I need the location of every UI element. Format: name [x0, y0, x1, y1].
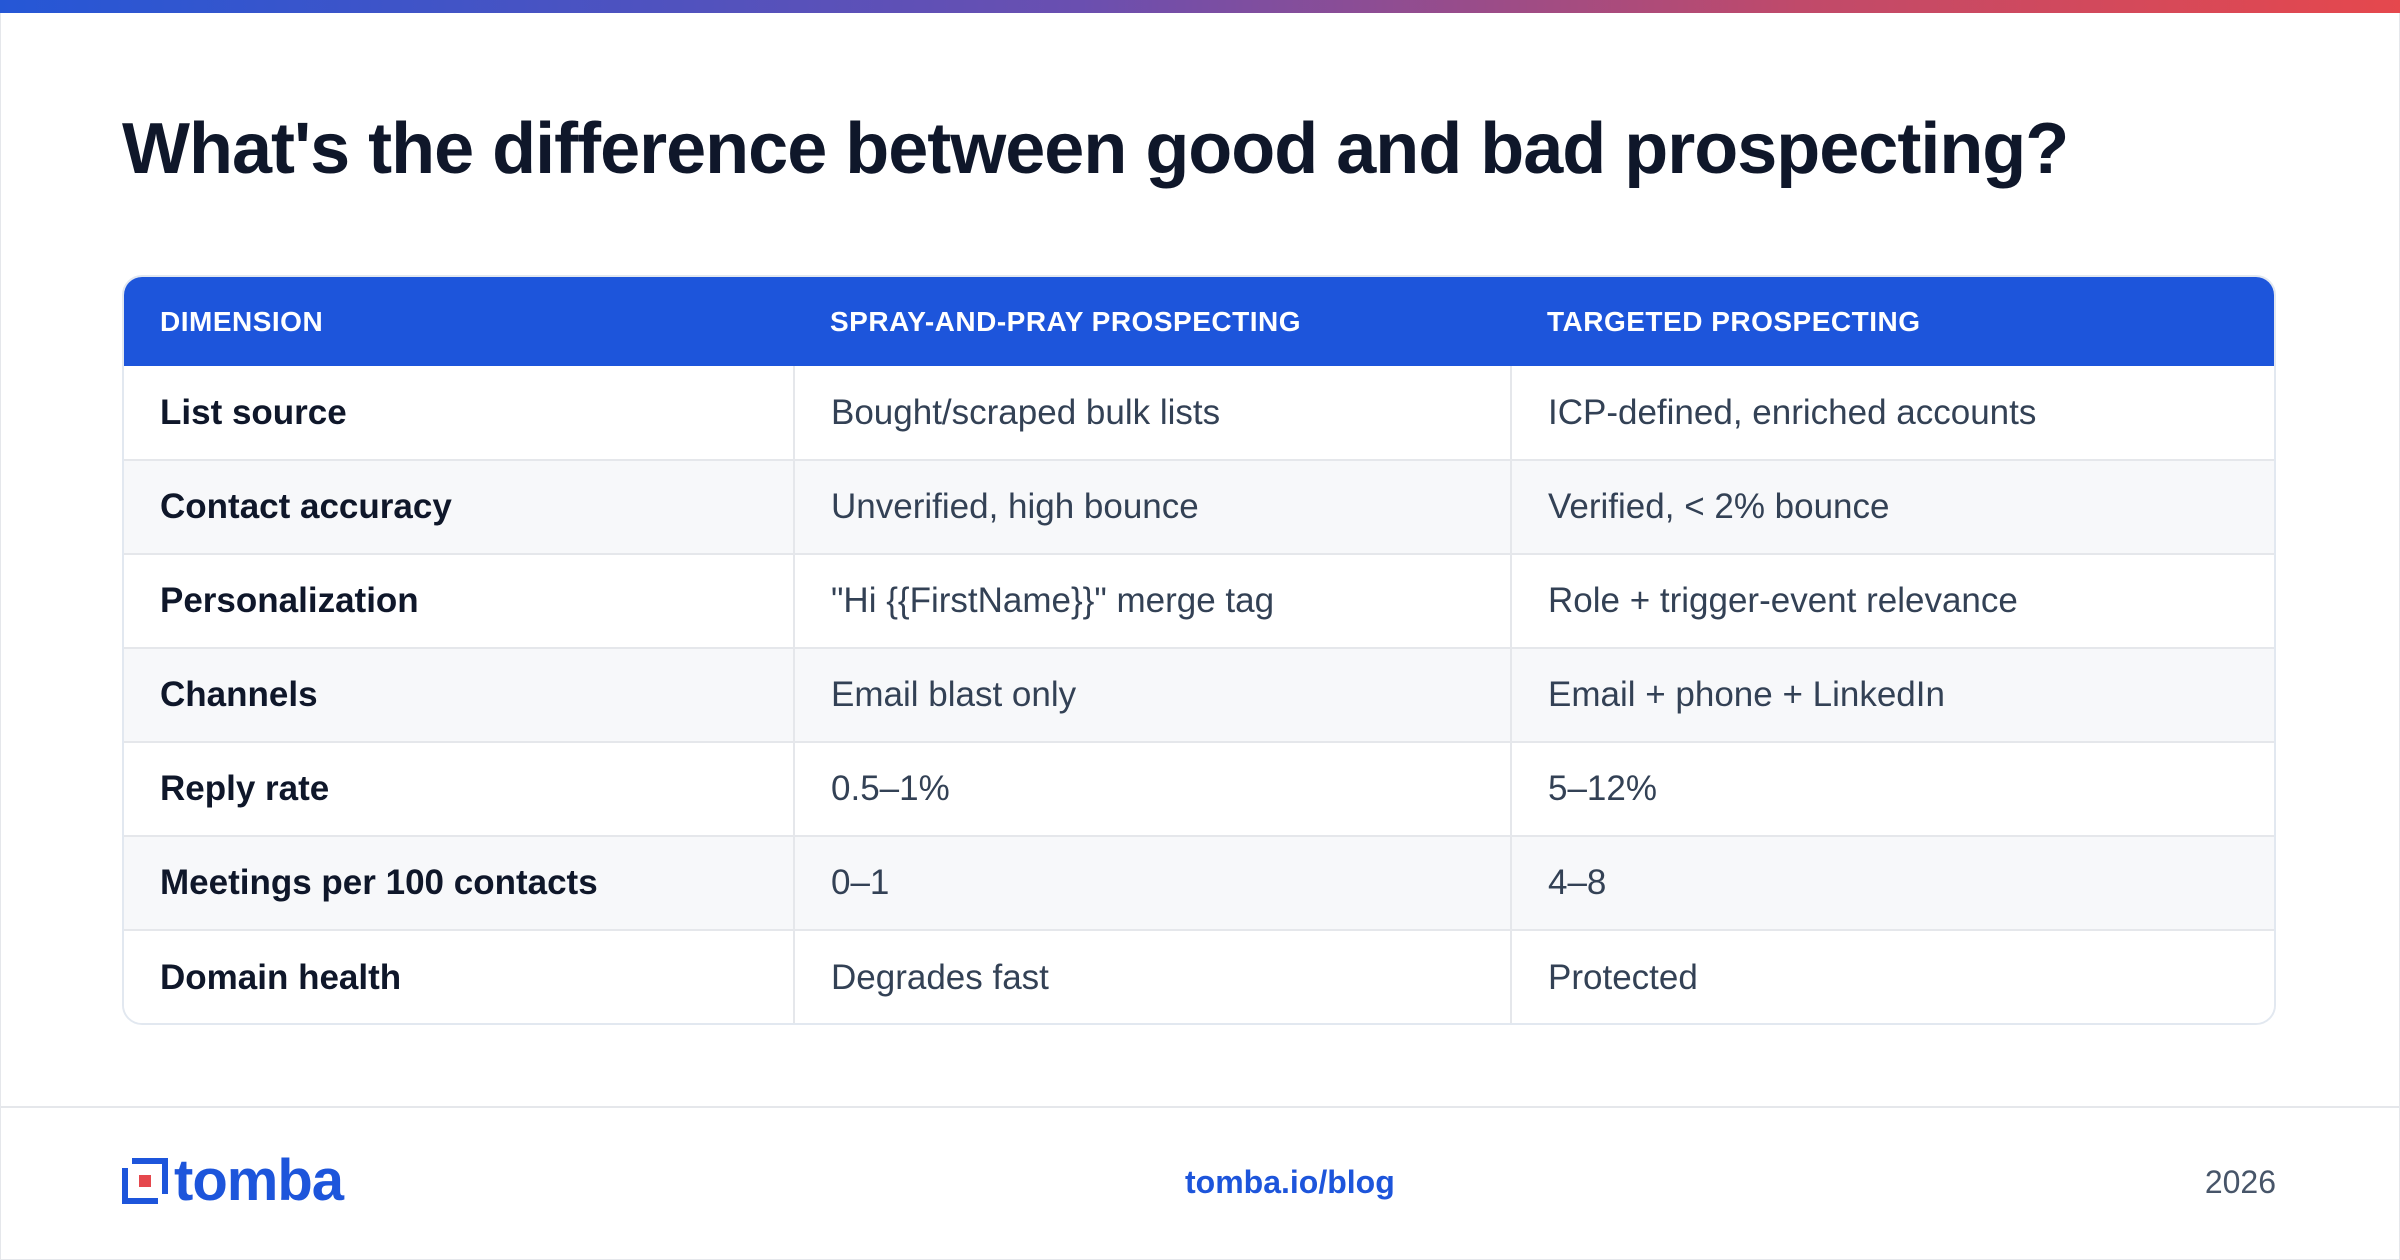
row-targeted-value: Role + trigger-event relevance: [1510, 553, 2274, 648]
row-targeted-value: Protected: [1510, 929, 2274, 1023]
page-title: What's the difference between good and b…: [122, 109, 2069, 189]
table-header-row: DIMENSION SPRAY-AND-PRAY PROSPECTING TAR…: [124, 277, 2274, 366]
row-dimension: Reply rate: [124, 741, 794, 836]
table-row: List source Bought/scraped bulk lists IC…: [124, 366, 2274, 460]
table-row: Contact accuracy Unverified, high bounce…: [124, 459, 2274, 554]
row-spray-value: Bought/scraped bulk lists: [793, 366, 1511, 460]
row-spray-value: Email blast only: [793, 647, 1511, 742]
row-spray-value: Degrades fast: [793, 929, 1511, 1023]
header-targeted: TARGETED PROSPECTING: [1547, 305, 1921, 337]
row-targeted-value: Verified, < 2% bounce: [1510, 459, 2274, 554]
header-dimension: DIMENSION: [160, 305, 324, 337]
row-targeted-value: ICP-defined, enriched accounts: [1510, 366, 2274, 460]
blog-link[interactable]: tomba.io/blog: [1185, 1164, 1395, 1200]
row-spray-value: 0–1: [793, 835, 1511, 930]
row-spray-value: 0.5–1%: [793, 741, 1511, 836]
row-spray-value: Unverified, high bounce: [793, 459, 1511, 554]
footer-divider: [0, 1106, 2400, 1108]
table-row: Domain health Degrades fast Protected: [124, 929, 2274, 1023]
table-row: Personalization "Hi {{FirstName}}" merge…: [124, 553, 2274, 648]
logo-wordmark: tomba: [174, 1148, 344, 1213]
table-row: Reply rate 0.5–1% 5–12%: [124, 741, 2274, 836]
table-row: Meetings per 100 contacts 0–1 4–8: [124, 835, 2274, 930]
row-dimension: Personalization: [124, 553, 794, 648]
row-dimension: Contact accuracy: [124, 459, 794, 554]
row-spray-value: "Hi {{FirstName}}" merge tag: [793, 553, 1511, 648]
tomba-logo-mark-icon: [122, 1158, 168, 1204]
row-dimension: List source: [160, 392, 347, 432]
table-row: Channels Email blast only Email + phone …: [124, 647, 2274, 742]
footer-year: 2026: [2204, 1164, 2276, 1200]
row-targeted-value: 4–8: [1510, 835, 2274, 930]
row-dimension: Meetings per 100 contacts: [124, 835, 794, 930]
tomba-logo[interactable]: tomba: [122, 1148, 344, 1213]
row-targeted-value: Email + phone + LinkedIn: [1510, 647, 2274, 742]
top-gradient-bar: [0, 0, 2400, 13]
row-dimension: Domain health: [124, 929, 794, 1023]
comparison-table: DIMENSION SPRAY-AND-PRAY PROSPECTING TAR…: [122, 275, 2276, 1025]
header-spray-and-pray: SPRAY-AND-PRAY PROSPECTING: [830, 305, 1301, 337]
row-dimension: Channels: [124, 647, 794, 742]
row-targeted-value: 5–12%: [1510, 741, 2274, 836]
